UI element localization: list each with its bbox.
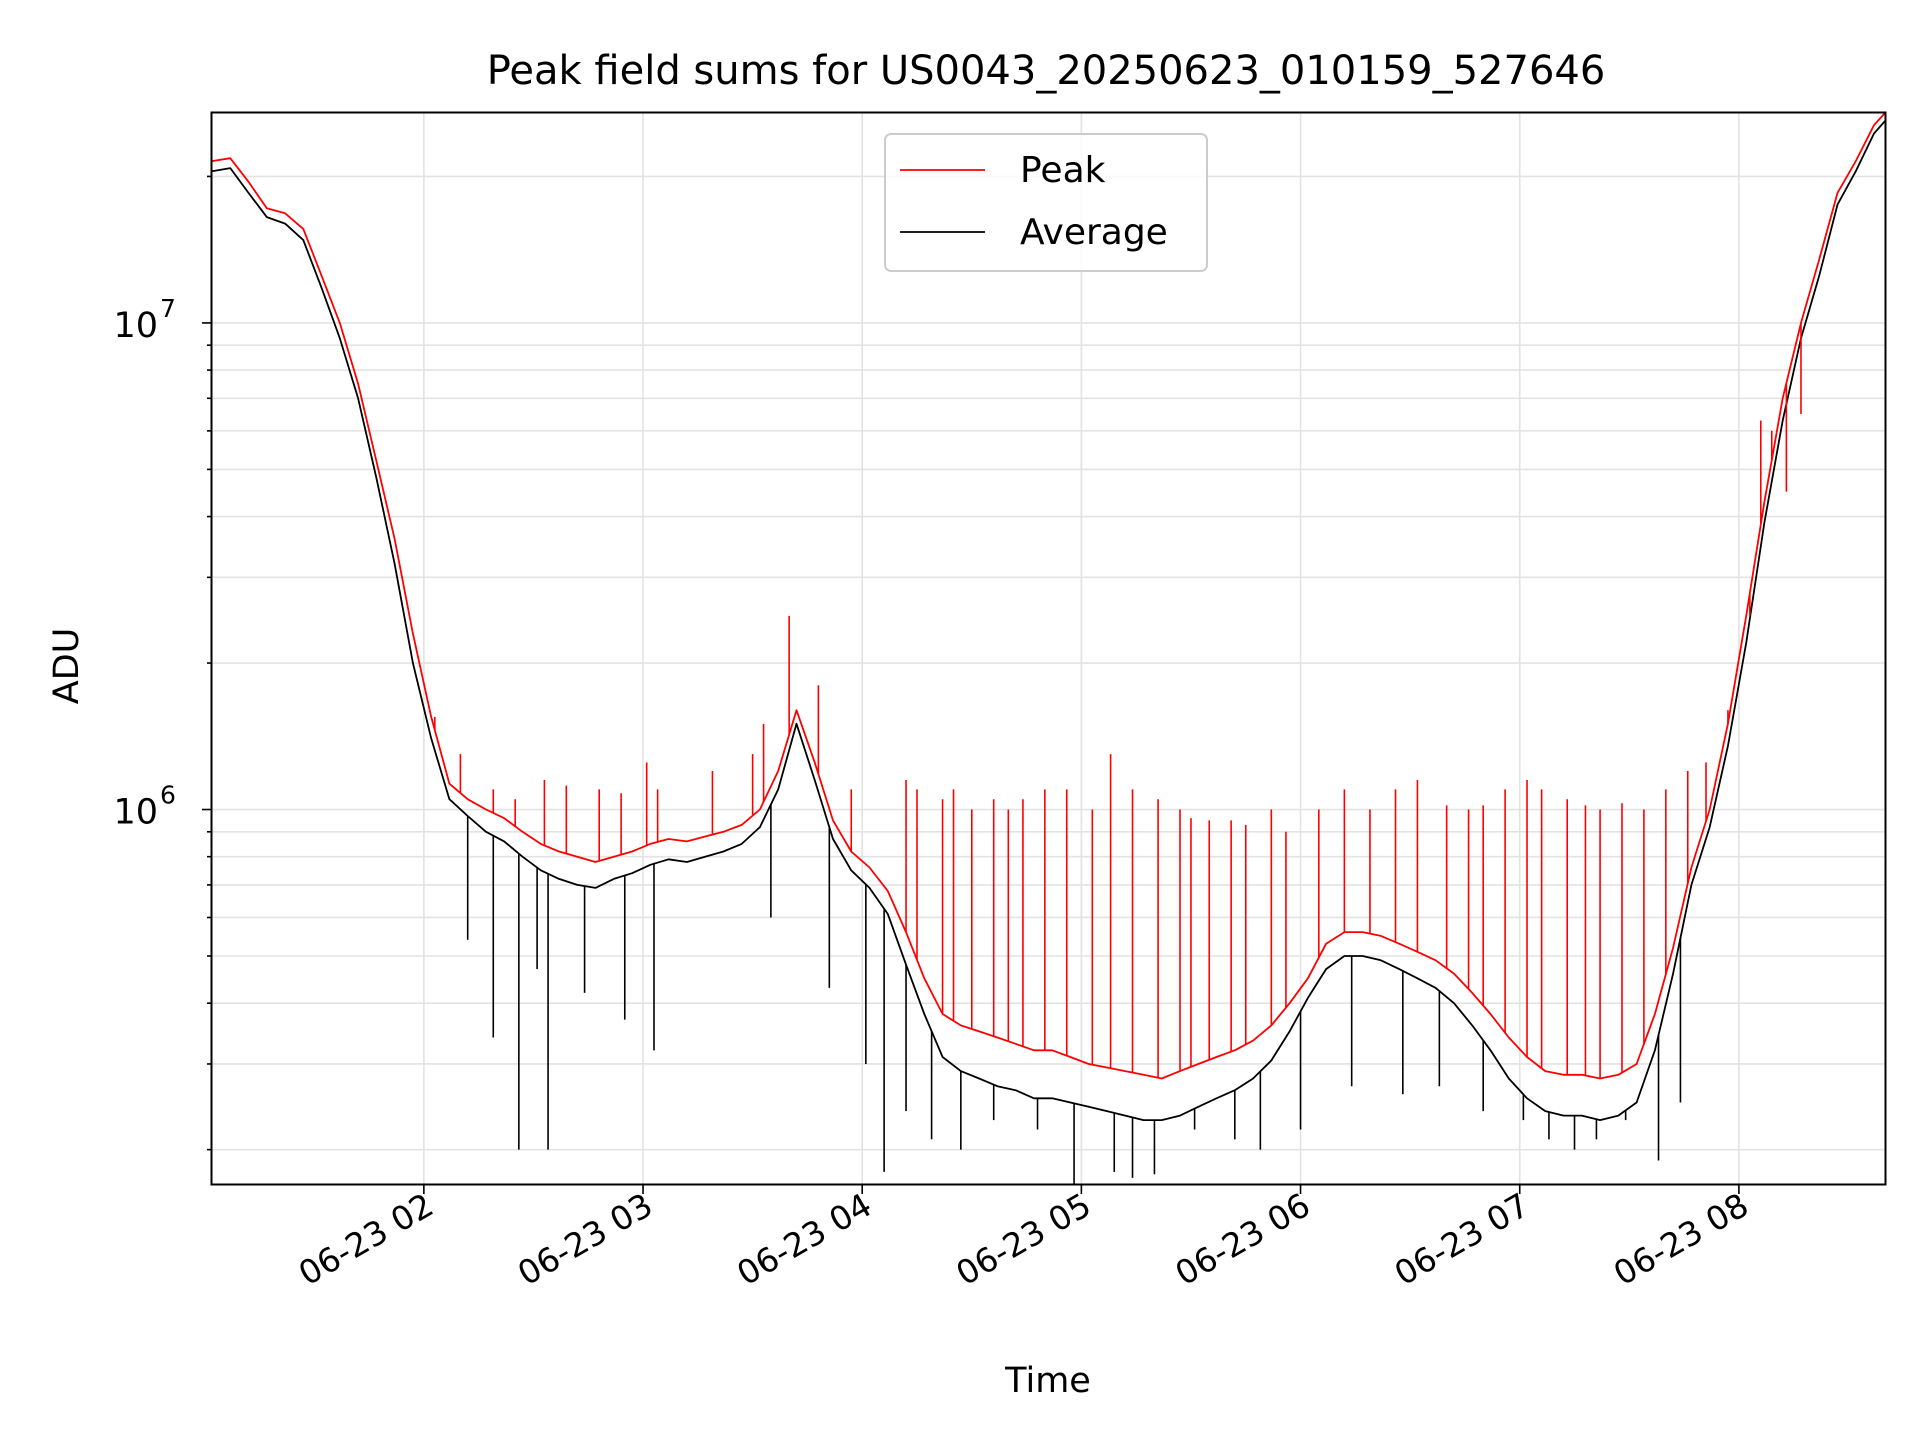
series-average (211, 120, 1886, 1184)
plot-frame (210, 111, 1887, 1186)
y-tick-label: 10 7 (113, 294, 175, 346)
y-axis-label: ADU (47, 628, 87, 705)
series-line-average (211, 120, 1886, 1121)
y-tick-label-exponent: 7 (160, 294, 176, 323)
x-axis-label: Time (1004, 1361, 1091, 1401)
grid (212, 113, 1885, 1184)
y-tick-label-base: 10 (113, 306, 158, 346)
legend-label-peak: Peak (1020, 150, 1106, 191)
series-line-peak (211, 112, 1886, 1080)
legend: Peak Average (884, 133, 1208, 272)
legend-box (884, 133, 1208, 272)
series-peak (211, 112, 1886, 1080)
chart-title: Peak field sums for US0043_20250623_0101… (487, 48, 1606, 94)
legend-label-average: Average (1020, 212, 1168, 253)
y-tick-label-exponent: 6 (160, 781, 176, 810)
series-layer (211, 112, 1886, 1184)
y-tick-label: 10 6 (113, 781, 175, 833)
y-tick-label-base: 10 (113, 793, 158, 833)
